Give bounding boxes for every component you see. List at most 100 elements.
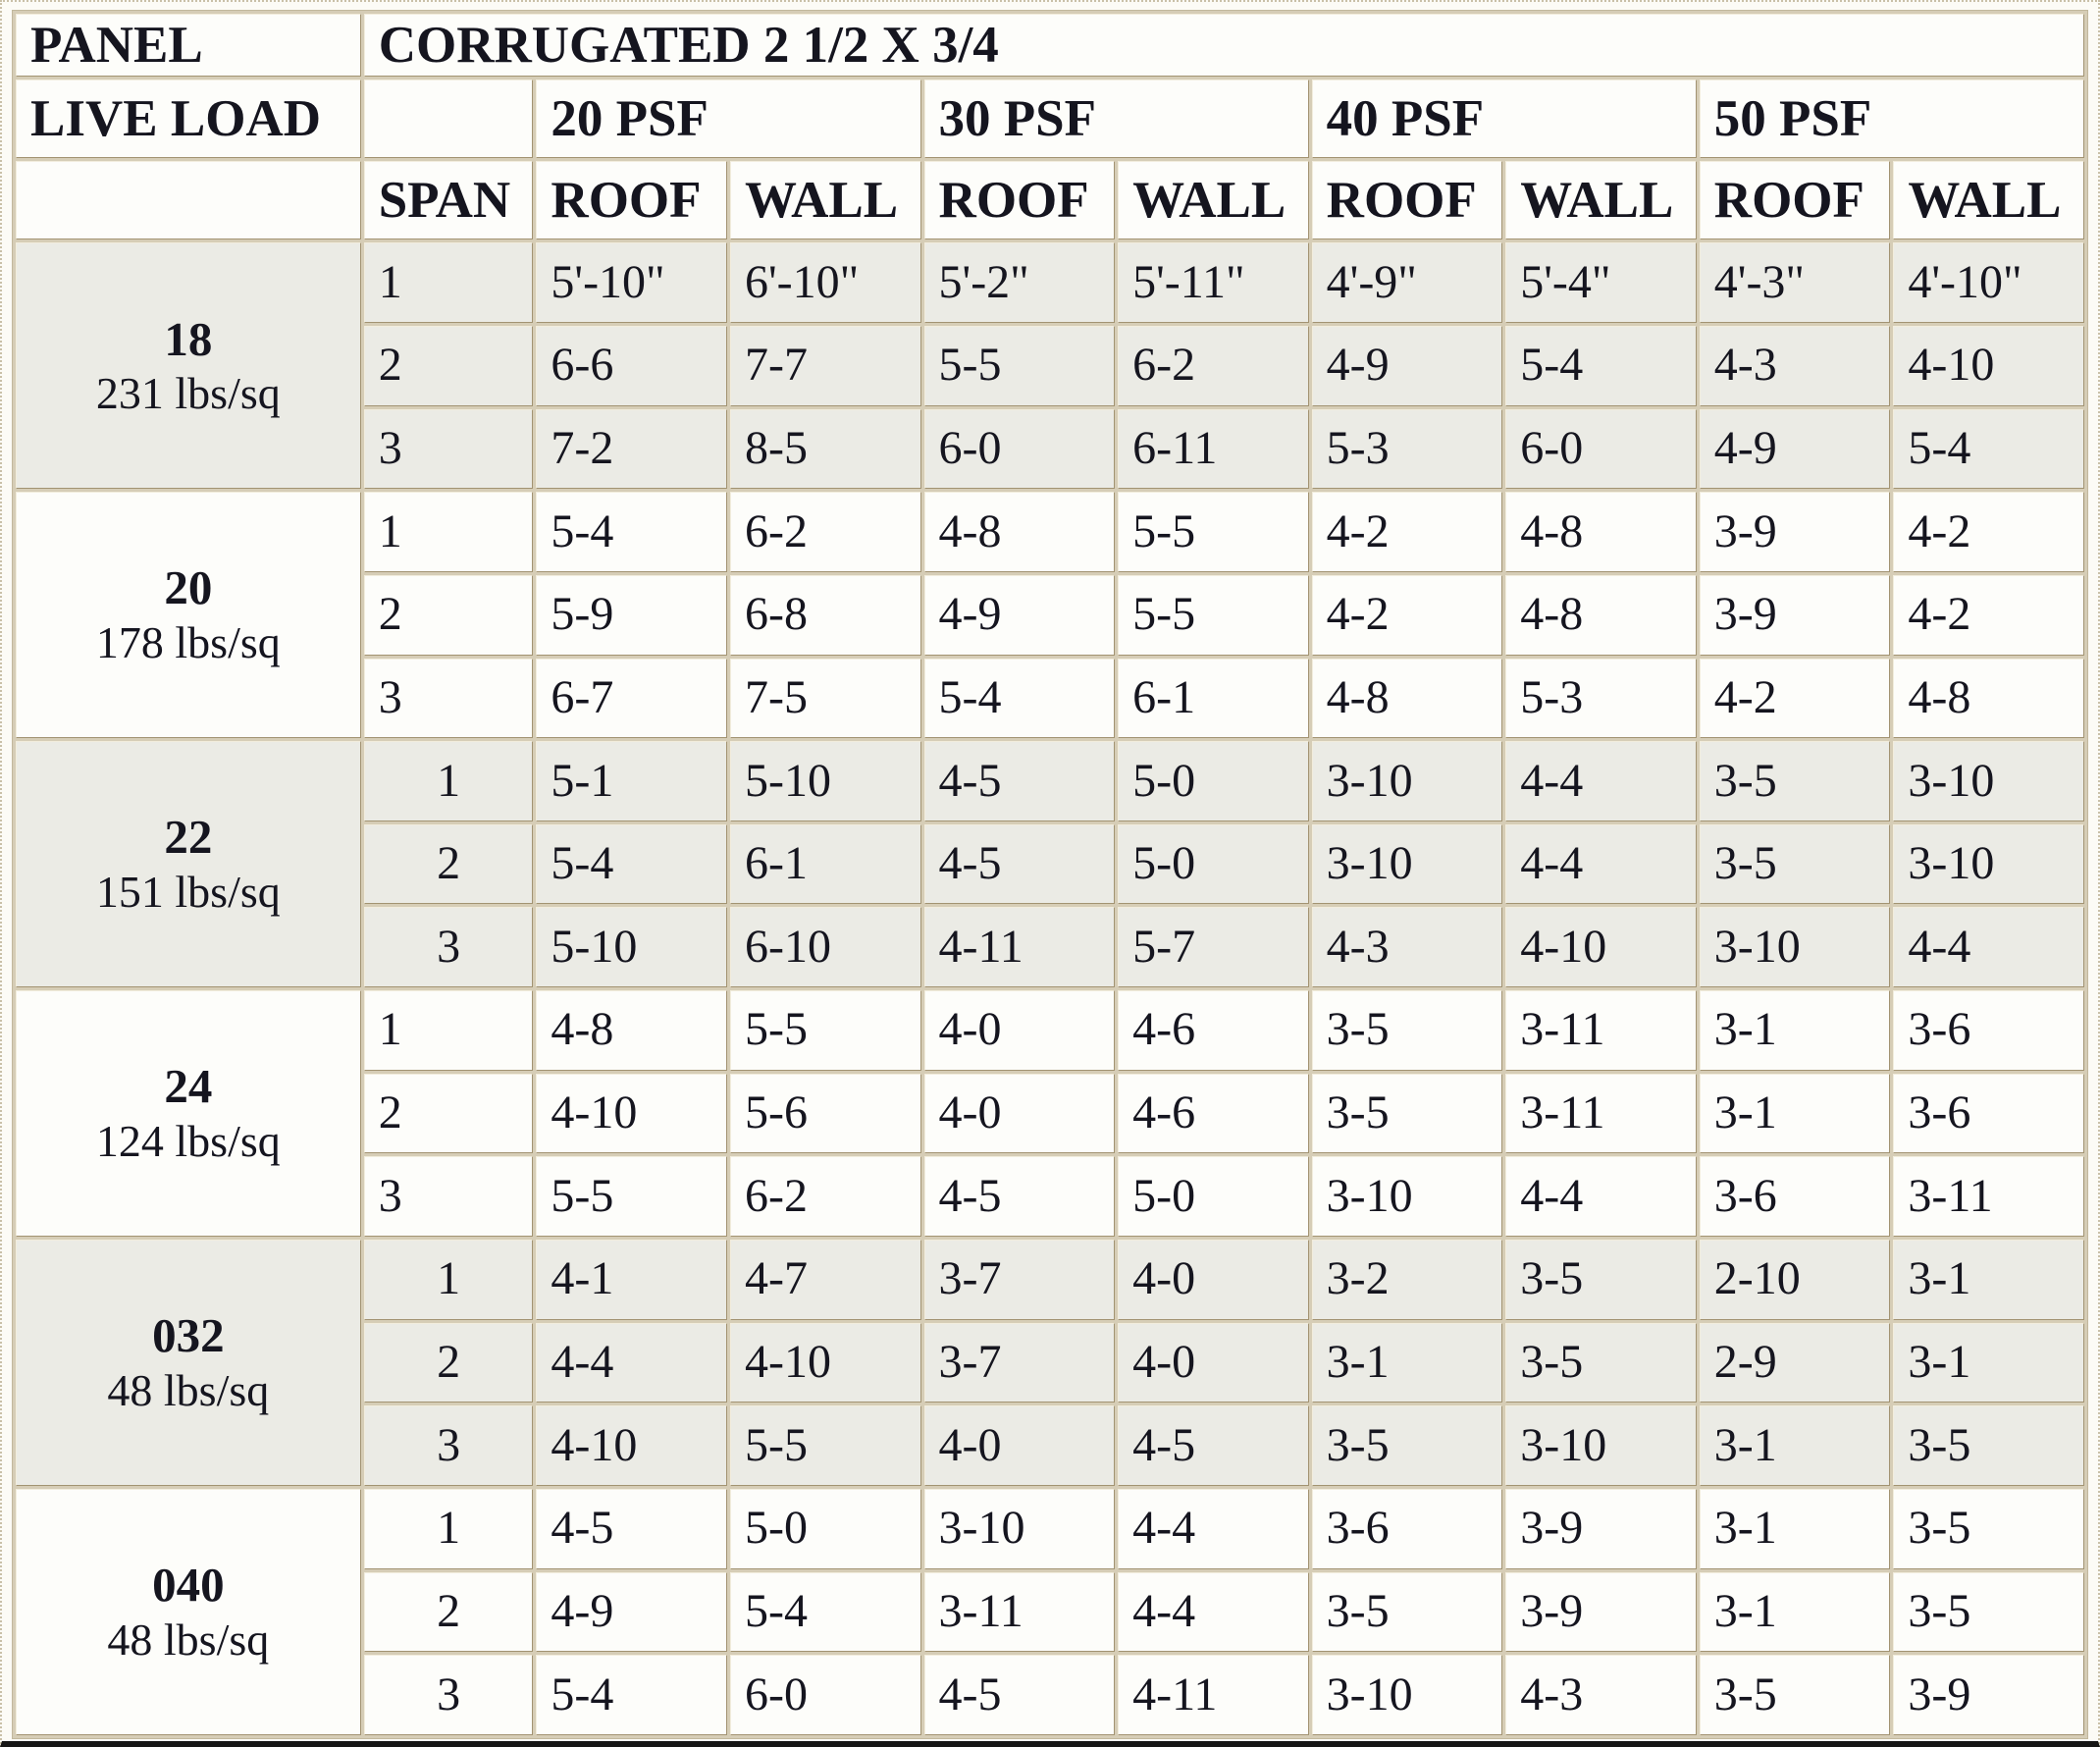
value-cell: 4-5	[923, 741, 1116, 821]
span-cell: 1	[363, 492, 534, 572]
value-cell: 4-4	[1118, 1571, 1309, 1653]
value-cell: 3-6	[1893, 990, 2084, 1071]
wall-header-cell: WALL	[1893, 161, 2084, 240]
value-cell: 4-9	[1311, 325, 1503, 406]
value-cell: 4-9	[923, 574, 1116, 656]
span-cell: 2	[363, 1571, 534, 1653]
value-cell: 5'-2"	[923, 242, 1116, 323]
value-cell: 4-4	[1118, 1488, 1309, 1569]
value-cell: 4-10	[1893, 325, 2084, 406]
value-cell: 3-1	[1893, 1322, 2084, 1403]
value-cell: 3-10	[1699, 907, 1891, 988]
value-cell: 7-2	[536, 408, 727, 490]
value-cell: 4-6	[1118, 1073, 1309, 1154]
value-cell: 2-9	[1699, 1322, 1891, 1403]
value-cell: 4-10	[729, 1322, 921, 1403]
value-cell: 3-1	[1699, 1073, 1891, 1154]
value-cell: 3-5	[1505, 1239, 1697, 1320]
value-cell: 3-5	[1699, 1655, 1891, 1735]
value-cell: 6-11	[1118, 408, 1309, 490]
value-cell: 4-6	[1118, 990, 1309, 1071]
span-cell: 1	[363, 990, 534, 1071]
value-cell: 4-11	[923, 907, 1116, 988]
value-cell: 3-5	[1505, 1322, 1697, 1403]
value-cell: 6-8	[729, 574, 921, 656]
wall-header-cell: WALL	[729, 161, 921, 240]
value-cell: 8-5	[729, 408, 921, 490]
value-cell: 4'-3"	[1699, 242, 1891, 323]
value-cell: 4-8	[1893, 658, 2084, 739]
wall-header-cell: WALL	[1118, 161, 1309, 240]
span-cell: 1	[363, 741, 534, 821]
panel-weight: 124 lbs/sq	[95, 1116, 281, 1167]
value-cell: 3-9	[1505, 1488, 1697, 1569]
span-cell: 3	[363, 1156, 534, 1237]
value-cell: 5-0	[1118, 823, 1309, 905]
roof-header-cell: ROOF	[1311, 161, 1503, 240]
value-cell: 3-5	[1893, 1571, 2084, 1653]
value-cell: 5-5	[729, 990, 921, 1071]
value-cell: 4-10	[1505, 907, 1697, 988]
value-cell: 3-7	[923, 1239, 1116, 1320]
value-cell: 2-10	[1699, 1239, 1891, 1320]
value-cell: 3-2	[1311, 1239, 1503, 1320]
value-cell: 3-10	[1893, 823, 2084, 905]
panel-weight: 48 lbs/sq	[107, 1615, 270, 1666]
value-cell: 3-5	[1699, 741, 1891, 821]
value-cell: 5-4	[1893, 408, 2084, 490]
value-cell: 3-10	[923, 1488, 1116, 1569]
value-cell: 5-10	[729, 741, 921, 821]
value-cell: 4'-9"	[1311, 242, 1503, 323]
panel-number: 24	[164, 1059, 213, 1114]
value-cell: 4-8	[1505, 492, 1697, 572]
span-cell: 2	[363, 574, 534, 656]
value-cell: 3-11	[1505, 990, 1697, 1071]
value-cell: 3-5	[1311, 990, 1503, 1071]
span-cell: 1	[363, 242, 534, 323]
value-cell: 4-4	[1505, 823, 1697, 905]
value-cell: 5-6	[729, 1073, 921, 1154]
span-cell: 3	[363, 1655, 534, 1735]
value-cell: 3-11	[1505, 1073, 1697, 1154]
value-cell: 3-5	[1893, 1405, 2084, 1486]
value-cell: 4-3	[1699, 325, 1891, 406]
value-cell: 3-6	[1311, 1488, 1503, 1569]
value-cell: 5-10	[536, 907, 727, 988]
product-title-cell: CORRUGATED 2 1/2 X 3/4	[363, 14, 2084, 78]
value-cell: 5-7	[1118, 907, 1309, 988]
value-cell: 3-9	[1505, 1571, 1697, 1653]
span-cell: 2	[363, 1322, 534, 1403]
panel-label-cell: 20 178 lbs/sq	[16, 492, 361, 739]
panel-number: 18	[164, 311, 213, 366]
value-cell: 4-8	[1311, 658, 1503, 739]
value-cell: 3-5	[1311, 1405, 1503, 1486]
value-cell: 5-0	[1118, 1156, 1309, 1237]
value-cell: 4-2	[1893, 574, 2084, 656]
value-cell: 5'-10"	[536, 242, 727, 323]
value-cell: 5-4	[536, 823, 727, 905]
span-cell: 3	[363, 907, 534, 988]
panel-weight: 178 lbs/sq	[95, 617, 281, 668]
value-cell: 5-5	[923, 325, 1116, 406]
value-cell: 4-10	[536, 1073, 727, 1154]
span-cell: 2	[363, 823, 534, 905]
value-cell: 6-10	[729, 907, 921, 988]
value-cell: 4-4	[1893, 907, 2084, 988]
value-cell: 5-4	[536, 1655, 727, 1735]
panel-number: 22	[164, 810, 213, 865]
value-cell: 4-5	[923, 1156, 1116, 1237]
value-cell: 4-1	[536, 1239, 727, 1320]
value-cell: 6-0	[1505, 408, 1697, 490]
value-cell: 4-8	[1505, 574, 1697, 656]
span-cell: 3	[363, 408, 534, 490]
value-cell: 3-6	[1699, 1156, 1891, 1237]
value-cell: 4-0	[923, 1405, 1116, 1486]
roof-header-cell: ROOF	[536, 161, 727, 240]
value-cell: 6-0	[923, 408, 1116, 490]
value-cell: 6-1	[729, 823, 921, 905]
value-cell: 4-10	[536, 1405, 727, 1486]
value-cell: 3-10	[1311, 741, 1503, 821]
wall-header-cell: WALL	[1505, 161, 1697, 240]
value-cell: 3-5	[1311, 1073, 1503, 1154]
